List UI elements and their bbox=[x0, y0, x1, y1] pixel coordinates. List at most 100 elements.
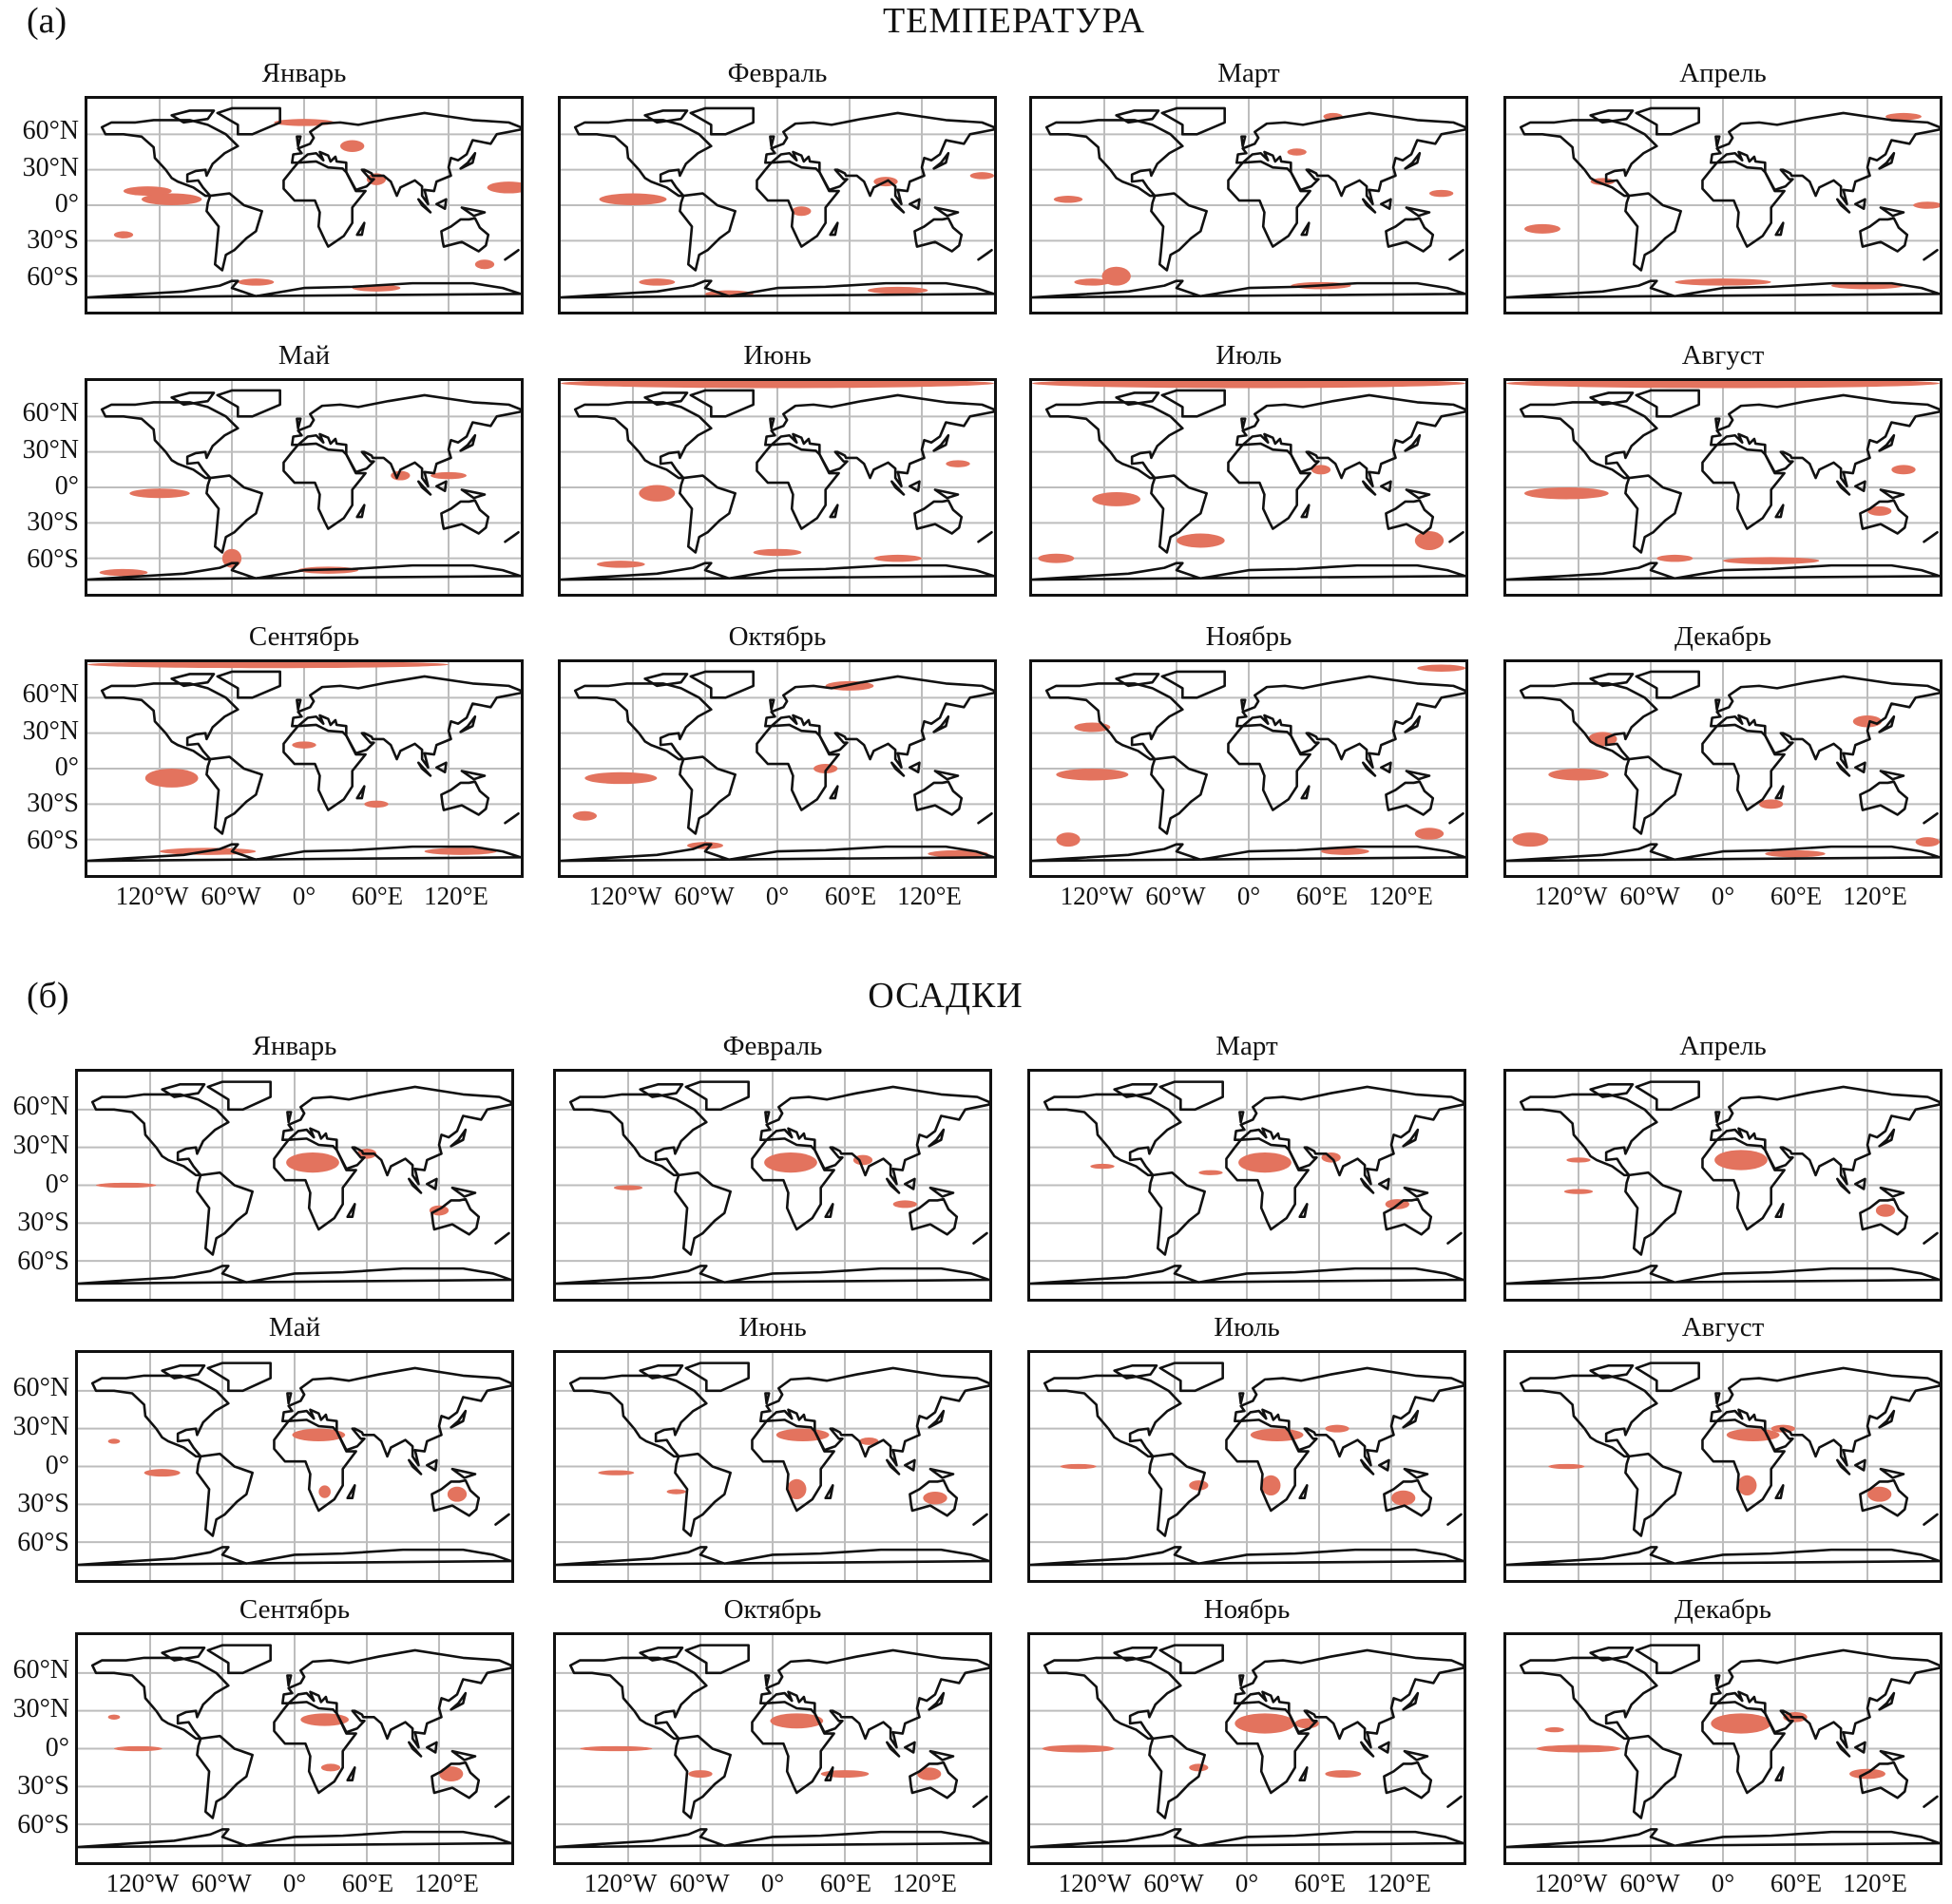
lat-tick-label: 60°S bbox=[17, 1247, 69, 1277]
anomaly-region bbox=[1544, 1726, 1564, 1733]
anomaly-region bbox=[1913, 201, 1940, 209]
anomaly-region bbox=[1852, 715, 1883, 728]
anomaly-region bbox=[584, 771, 658, 785]
map-panel bbox=[558, 659, 997, 878]
anomaly-region bbox=[1590, 178, 1615, 185]
map-panel bbox=[1503, 1069, 1942, 1302]
panel-title: Январь bbox=[261, 58, 347, 88]
anomaly-region bbox=[1566, 1157, 1591, 1163]
anomaly-region bbox=[1056, 769, 1129, 781]
anomaly-region bbox=[1417, 664, 1465, 672]
anomaly-region bbox=[1325, 1770, 1362, 1779]
lon-tick-label: 120°E bbox=[892, 1869, 957, 1897]
section-label: (б) bbox=[27, 976, 69, 1016]
anomaly-region bbox=[318, 1485, 331, 1498]
anomaly-region bbox=[129, 488, 190, 499]
anomaly-region bbox=[474, 259, 495, 270]
lon-tick-label: 120°W bbox=[1534, 882, 1608, 910]
lat-tick-label: 30°S bbox=[17, 1771, 69, 1801]
map-panel bbox=[553, 1069, 992, 1302]
lat-tick-label: 0° bbox=[45, 1732, 69, 1762]
anomaly-region bbox=[107, 1714, 121, 1720]
panel-title: Июль bbox=[1214, 1312, 1280, 1342]
anomaly-region bbox=[1891, 465, 1916, 475]
map-panel bbox=[1029, 378, 1468, 597]
anomaly-region bbox=[1325, 1424, 1349, 1433]
lon-tick-label: 120°E bbox=[424, 882, 488, 910]
panel-title: Август bbox=[1681, 1312, 1765, 1342]
lon-tick-label: 120°E bbox=[1368, 882, 1433, 910]
lon-tick-label: 60°E bbox=[341, 1869, 394, 1897]
lat-tick-label: 30°S bbox=[27, 507, 79, 538]
lon-tick-label: 60°W bbox=[191, 1869, 252, 1897]
anomaly-region bbox=[787, 1478, 807, 1500]
anomaly-region bbox=[868, 286, 928, 295]
anomaly-region bbox=[1090, 1163, 1115, 1170]
lon-tick-label: 0° bbox=[1234, 1869, 1259, 1897]
anomaly-region bbox=[142, 193, 202, 205]
lon-tick-label: 60°W bbox=[1619, 1869, 1680, 1897]
anomaly-region bbox=[1092, 491, 1140, 506]
anomaly-region bbox=[859, 1437, 879, 1445]
anomaly-region bbox=[1759, 799, 1784, 809]
anomaly-region bbox=[572, 810, 597, 821]
anomaly-region bbox=[1042, 1744, 1115, 1753]
anomaly-region bbox=[1548, 1463, 1585, 1470]
panel-title: Май bbox=[277, 340, 331, 371]
lon-tick-label: 60°W bbox=[201, 882, 261, 910]
anomaly-region bbox=[1311, 465, 1331, 475]
lat-tick-label: 0° bbox=[45, 1169, 69, 1199]
lat-tick-label: 60°S bbox=[27, 825, 79, 855]
panel-title: Май bbox=[268, 1312, 321, 1342]
anomaly-region bbox=[1250, 1428, 1304, 1441]
anomaly-region bbox=[1189, 1763, 1209, 1772]
anomaly-region bbox=[1737, 1475, 1757, 1496]
anomaly-region bbox=[107, 1438, 121, 1444]
anomaly-region bbox=[1711, 1713, 1771, 1734]
anomaly-region bbox=[1536, 1744, 1621, 1753]
anomaly-region bbox=[1238, 1152, 1292, 1173]
anomaly-region bbox=[1765, 849, 1826, 858]
lon-tick-label: 60°W bbox=[674, 882, 735, 910]
anomaly-region bbox=[1885, 112, 1922, 121]
lat-tick-label: 30°N bbox=[22, 715, 79, 746]
anomaly-region bbox=[775, 1428, 830, 1441]
map-panel bbox=[1503, 378, 1942, 597]
panel-title: Апрель bbox=[1679, 1031, 1767, 1061]
lon-tick-label: 60°E bbox=[1293, 1869, 1347, 1897]
lat-tick-label: 0° bbox=[45, 1450, 69, 1480]
lat-tick-label: 60°S bbox=[27, 543, 79, 574]
lat-tick-label: 0° bbox=[54, 471, 79, 501]
lat-tick-label: 30°N bbox=[12, 1693, 69, 1723]
lat-tick-label: 0° bbox=[54, 752, 79, 782]
panel-title: Декабрь bbox=[1674, 621, 1772, 652]
anomaly-region bbox=[124, 186, 172, 197]
lon-tick-label: 120°W bbox=[584, 1869, 658, 1897]
lat-tick-label: 30°N bbox=[22, 434, 79, 465]
panel-title: Апрель bbox=[1679, 58, 1767, 88]
lon-tick-label: 120°W bbox=[1060, 882, 1134, 910]
anomaly-region bbox=[1074, 278, 1111, 286]
anomaly-region bbox=[923, 1492, 947, 1505]
lat-tick-label: 30°S bbox=[17, 1489, 69, 1519]
section-label: (а) bbox=[27, 1, 67, 41]
map-panel bbox=[1503, 96, 1942, 314]
lon-tick-label: 0° bbox=[765, 882, 790, 910]
panel-title: Март bbox=[1217, 58, 1280, 88]
map-panel bbox=[85, 659, 524, 878]
lat-tick-label: 30°N bbox=[12, 1130, 69, 1160]
lon-tick-label: 60°E bbox=[1770, 1869, 1823, 1897]
lon-tick-label: 60°E bbox=[351, 882, 404, 910]
map-panel bbox=[1503, 1350, 1942, 1583]
map-panel bbox=[553, 1350, 992, 1583]
anomaly-region bbox=[1056, 832, 1081, 847]
lat-tick-label: 0° bbox=[54, 189, 79, 219]
anomaly-region bbox=[770, 1713, 824, 1729]
map-panel bbox=[553, 1632, 992, 1865]
lon-tick-label: 120°W bbox=[1534, 1869, 1608, 1897]
anomaly-region bbox=[114, 1745, 163, 1752]
anomaly-region bbox=[1867, 1486, 1892, 1502]
map-panel bbox=[558, 378, 997, 597]
anomaly-region bbox=[639, 278, 676, 286]
anomaly-region bbox=[1867, 505, 1892, 516]
